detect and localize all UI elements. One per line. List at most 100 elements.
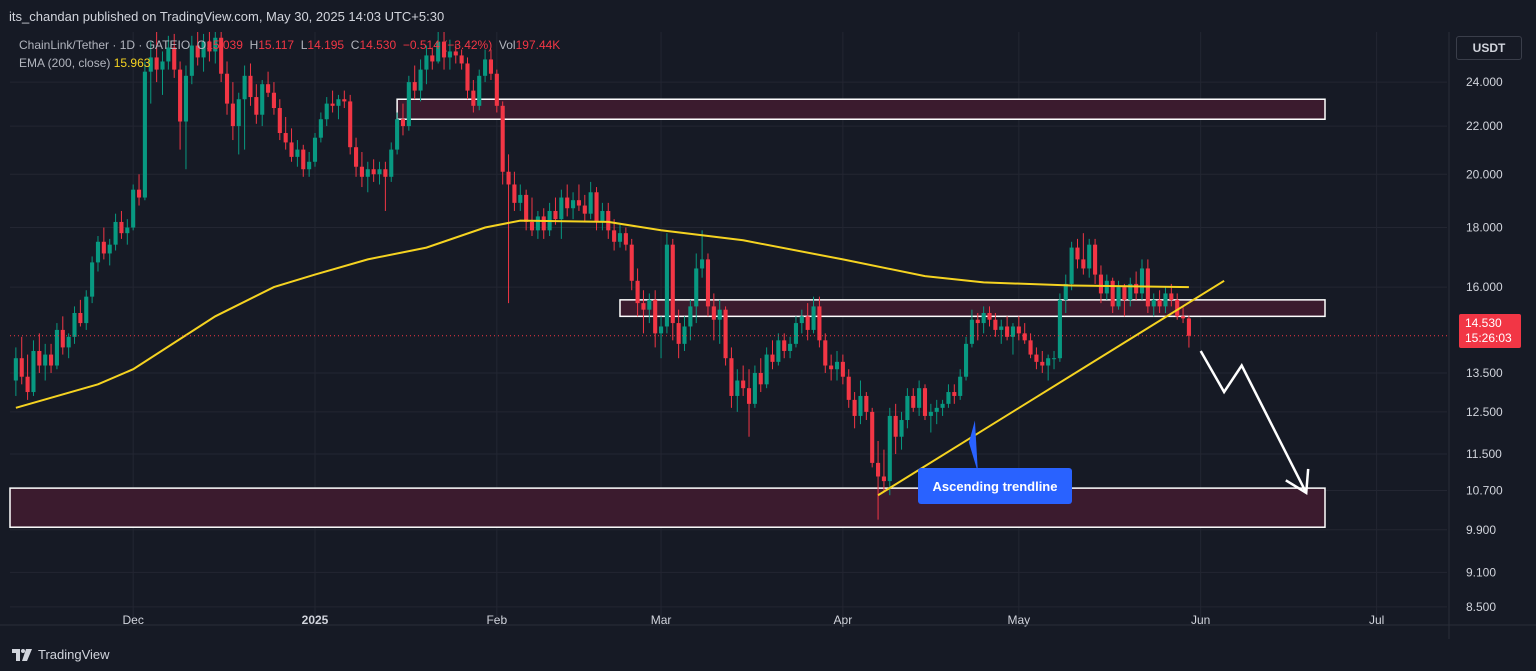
price-tick-label: 18.000 [1466,221,1503,235]
candle-body [160,61,165,70]
ema-value: 15.963 [113,56,151,70]
candle-body [125,227,130,234]
candle-body [664,244,669,327]
candle-body [529,221,535,231]
price-chart[interactable]: 24.000 22.000 20.000 18.000 16.000 13.500 12.5… [0,32,1536,639]
candle-body [881,476,886,482]
price-tick-label: 20.000 [1466,167,1503,181]
candle-body [201,41,206,58]
candle-body [84,296,89,324]
candle-body [230,103,235,127]
candle-body [940,403,945,408]
candle-body [266,84,271,93]
footer [0,639,1536,671]
candle-body [805,316,810,330]
tradingview-brand[interactable]: TradingView [12,647,110,662]
change-value: −0.514 (−3.42%) [402,38,493,52]
time-tick-label: Apr [834,613,853,627]
candle-body [969,319,974,344]
candle-body [1087,244,1092,269]
candle-body [377,169,382,175]
candle-body [195,45,200,58]
price-axis: 24.000 22.000 20.000 18.000 16.000 13.500 12.5… [1448,32,1503,639]
candle-body [975,319,980,324]
candle-body [776,340,781,362]
candle-body [488,59,494,74]
candle-body [424,55,429,70]
chart-area[interactable]: 24.000 22.000 20.000 18.000 16.000 13.500 12.5… [0,32,1536,639]
candle-body [90,262,95,297]
candle-body [166,47,171,62]
price-tick-label: 24.000 [1466,75,1503,89]
candle-body [1016,326,1021,334]
low-label: L [300,38,308,52]
candle-body [383,169,388,177]
candle-body [131,189,136,228]
candle-body [1128,283,1133,300]
candle-body [242,75,247,100]
candle-body [1157,299,1162,307]
candle-body [1046,358,1051,366]
candle-body [389,149,394,177]
price-tick-label: 11.500 [1466,447,1502,461]
candle-body [365,169,370,177]
candle-body [1151,299,1156,307]
symbol-name: ChainLink/Tether · 1D · GATEIO [19,38,191,52]
candle-body [588,192,593,214]
candle-body [400,119,406,127]
candle-body [817,306,822,341]
candle-body [260,84,265,115]
candle-body [946,392,951,404]
candle-body [952,392,957,396]
candle-body [436,41,441,62]
candle-body [295,149,300,157]
candle-body [1093,244,1098,275]
candle-body [289,142,294,157]
time-tick-label: Feb [486,613,507,627]
price-tick-label: 8.500 [1466,600,1496,614]
candle-body [119,221,124,234]
candle-body [37,350,42,366]
candle-body [78,313,83,324]
candle-body [928,411,933,416]
candle-body [764,354,769,385]
candle-body [1010,326,1016,337]
currency-button[interactable]: USDT [1456,36,1522,60]
candle-body [447,51,452,58]
ema-polyline [15,219,1189,409]
candle-body [629,244,634,281]
candle-body [541,216,546,231]
candle-body [746,388,752,404]
candle-body [1169,293,1174,300]
trendline-callout[interactable]: Ascending trendline [918,468,1072,504]
candle-body [113,221,118,245]
vol-value: 197.44K [515,38,561,52]
tradingview-logo-icon [12,648,32,661]
candle-body [189,45,194,76]
candle-body [600,210,605,222]
candle-body [1075,247,1080,260]
candle-body [617,233,623,242]
candle-body [981,313,986,324]
candle-body [66,336,71,348]
candle-body [465,63,470,91]
price-tick-label: 10.700 [1466,483,1503,497]
candle-body [1063,283,1068,300]
price-tick-label: 16.000 [1466,280,1503,294]
candle-body [412,82,417,91]
close-label: C [350,38,360,52]
candle-body [154,57,159,70]
candle-body [905,395,910,421]
candle-body [107,244,112,254]
last-price-tag: 14.530 15:26:03 [1459,314,1521,348]
candle-body [582,205,587,214]
price-zone [9,487,1326,528]
candle-body [694,268,699,307]
candle-body [963,343,969,377]
candle-body [406,82,411,127]
vol-label: Vol [498,38,516,52]
candle-body [95,241,101,263]
ema-label: EMA (200, close) [19,56,111,70]
candle-body [271,92,276,109]
candle-body [459,55,464,64]
